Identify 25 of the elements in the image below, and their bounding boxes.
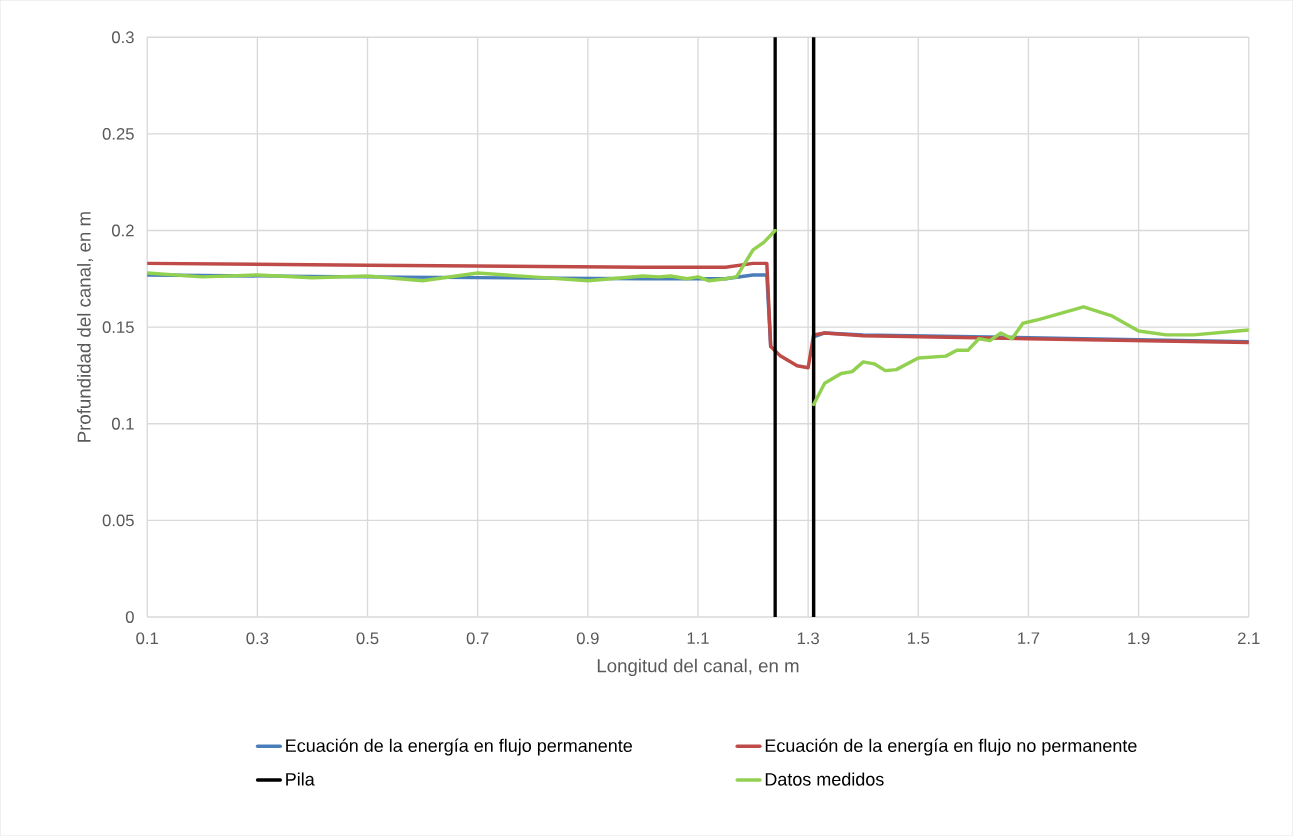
x-axis-title: Longitud del canal, en m xyxy=(597,658,799,676)
y-tick-label: 0.05 xyxy=(102,514,134,527)
legend-label: Ecuación de la energía en flujo permanente xyxy=(286,738,632,756)
legend-label: Pila xyxy=(286,772,315,786)
legend-label: Ecuación de la energía en flujo no permanente xyxy=(765,738,1137,756)
x-tick-label: 1.7 xyxy=(1018,632,1040,644)
legend-label: Datos medidos xyxy=(765,772,884,786)
y-axis-title: Profundidad del canal, en m xyxy=(77,212,93,442)
x-tick-label: 0.5 xyxy=(356,632,379,645)
x-tick-label: 1.1 xyxy=(687,632,709,644)
x-tick-label: 1.9 xyxy=(1128,632,1150,645)
x-tick-label: 0.3 xyxy=(246,632,269,645)
y-tick-label: 0.25 xyxy=(102,127,134,140)
x-tick-label: 1.3 xyxy=(797,632,819,645)
line-series xyxy=(147,261,1249,370)
y-tick-label: 0.15 xyxy=(102,321,134,333)
y-tick-label: 0.3 xyxy=(111,31,134,44)
x-tick-label: 0.7 xyxy=(466,632,489,645)
x-tick-label: 2.1 xyxy=(1238,632,1260,644)
x-tick-label: 1.5 xyxy=(907,632,930,644)
x-tick-label: 0.1 xyxy=(136,632,158,645)
x-tick-label: 0.9 xyxy=(576,632,599,645)
y-tick-label: 0.1 xyxy=(111,417,134,430)
y-tick-label: 0.2 xyxy=(111,224,134,237)
y-tick-label: 0 xyxy=(125,611,134,623)
